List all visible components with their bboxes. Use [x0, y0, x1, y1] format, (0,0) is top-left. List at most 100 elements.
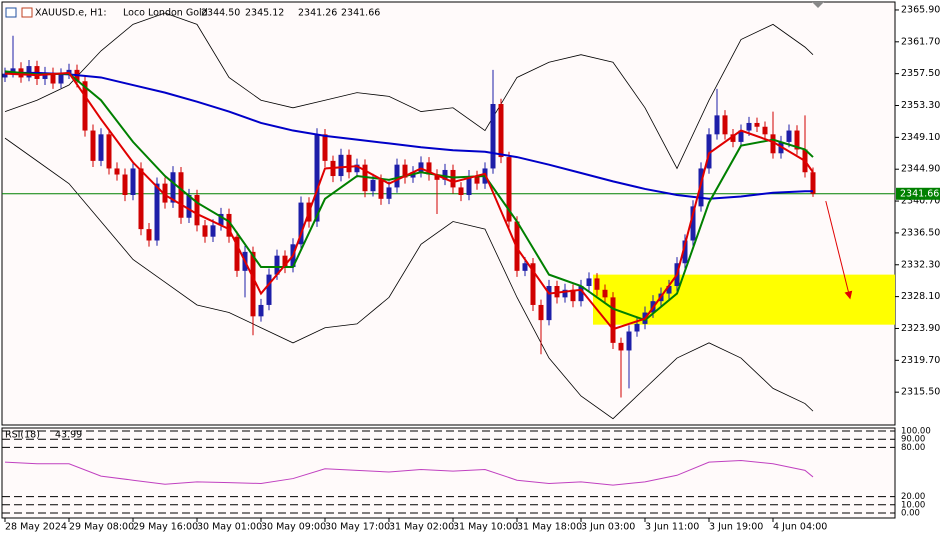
price-label: 2341.66 [900, 188, 939, 199]
candle-body [258, 304, 264, 317]
candle-body [530, 263, 536, 305]
candle-body [626, 331, 632, 351]
candle-body [2, 73, 8, 78]
y-tick-label: 2328.10 [901, 291, 940, 302]
candle-body [26, 66, 32, 78]
candle-body [386, 187, 392, 199]
rsi-value: 43.99 [55, 430, 82, 441]
rsi-title: RSI(18) [5, 430, 40, 441]
y-tick-label: 2361.70 [901, 36, 940, 47]
candle-body [738, 130, 744, 142]
candle-body [634, 323, 640, 332]
candle-body [434, 174, 440, 180]
candle-body [690, 206, 696, 241]
x-tick-label: 29 May 16:00 [133, 522, 198, 533]
rsi-plot [2, 430, 895, 514]
candle-body [442, 169, 448, 180]
chart-subtitle: Loco London Gold [123, 8, 208, 19]
x-tick-label: 31 May 02:00 [389, 522, 454, 533]
candle-body [314, 134, 320, 222]
y-tick-label: 2336.50 [901, 227, 940, 238]
rsi-tick-label: 100.00 [901, 427, 931, 437]
x-tick-label: 3 Jun 03:00 [581, 522, 635, 533]
candle-body [322, 134, 328, 161]
chart-icon[interactable] [21, 7, 33, 18]
menu-icon[interactable] [5, 7, 17, 18]
candle-body [154, 183, 160, 241]
candle-body [666, 285, 672, 294]
candle-body [458, 187, 464, 195]
candle-body [618, 342, 624, 351]
candle-body [186, 194, 192, 218]
candle-body [730, 134, 736, 142]
candle-body [402, 164, 408, 178]
candle-body [538, 304, 544, 321]
candle-body [162, 183, 168, 203]
candle-body [562, 289, 568, 298]
rsi-line [4, 460, 814, 486]
candle-body [546, 285, 552, 321]
shift-marker [812, 2, 824, 8]
candle-body [122, 174, 128, 195]
candle-body [226, 213, 232, 237]
ma-line [4, 71, 814, 331]
y-tick-label: 2315.50 [901, 387, 940, 398]
candle-body [138, 168, 144, 230]
candle-body [234, 236, 240, 271]
candle-body [474, 176, 480, 184]
x-tick-label: 3 Jun 11:00 [645, 522, 699, 533]
candle-body [146, 229, 152, 241]
candle-body [610, 297, 616, 343]
candle-body [770, 134, 776, 154]
candle-body [570, 289, 576, 302]
candle-body [274, 255, 280, 275]
candle-body [266, 274, 272, 305]
candle-body [218, 213, 224, 226]
y-tick-label: 2353.30 [901, 100, 940, 111]
y-tick-label: 2349.10 [901, 132, 940, 143]
last-close: 2341.66 [341, 8, 380, 19]
candle-body [466, 176, 472, 195]
candle-body [178, 172, 184, 218]
x-tick-label: 31 May 18:00 [517, 522, 582, 533]
rsi-tick-label: 90.00 [901, 435, 925, 445]
candle-body [714, 115, 720, 135]
forecast-arrow [825, 200, 853, 300]
candle-body [578, 285, 584, 302]
candle-body [354, 164, 360, 173]
y-tick-label: 2319.70 [901, 355, 940, 366]
candle-body [586, 278, 592, 286]
candle-body [370, 179, 376, 192]
rsi-tick-label: 10.00 [901, 500, 925, 510]
rsi-tick-label: 20.00 [901, 492, 925, 502]
candle-body [498, 103, 504, 158]
candle-body [194, 194, 200, 226]
y-tick-label: 2344.90 [901, 164, 940, 175]
y-tick-label: 2323.90 [901, 323, 940, 334]
axes: 2365.90 2361.70 2357.50 2353.30 2349.10 2344.… [4, 4, 940, 533]
rsi-panel [1, 427, 896, 519]
candle-body [594, 278, 600, 290]
x-tick-label: 31 May 10:00 [453, 522, 518, 533]
candle-body [130, 168, 136, 195]
candle-body [506, 157, 512, 222]
x-tick-label: 30 May 09:00 [261, 522, 326, 533]
candle-body [394, 164, 400, 188]
ma-line [4, 70, 814, 322]
candle-body [722, 115, 728, 135]
candle-body [90, 130, 96, 161]
y-tick-label: 2365.90 [901, 4, 940, 15]
band-line [4, 137, 814, 420]
candle-body [250, 251, 256, 317]
last-low: 2341.26 [298, 8, 337, 19]
candle-body [426, 162, 432, 175]
candle-body [794, 130, 800, 150]
candle-body [202, 225, 208, 237]
last-high: 2345.12 [245, 8, 284, 19]
candle-body [682, 240, 688, 264]
candle-body [282, 255, 288, 268]
candle-body [82, 81, 88, 131]
main-plot [2, 12, 895, 420]
candle-body [170, 172, 176, 203]
candle-body [490, 103, 496, 169]
